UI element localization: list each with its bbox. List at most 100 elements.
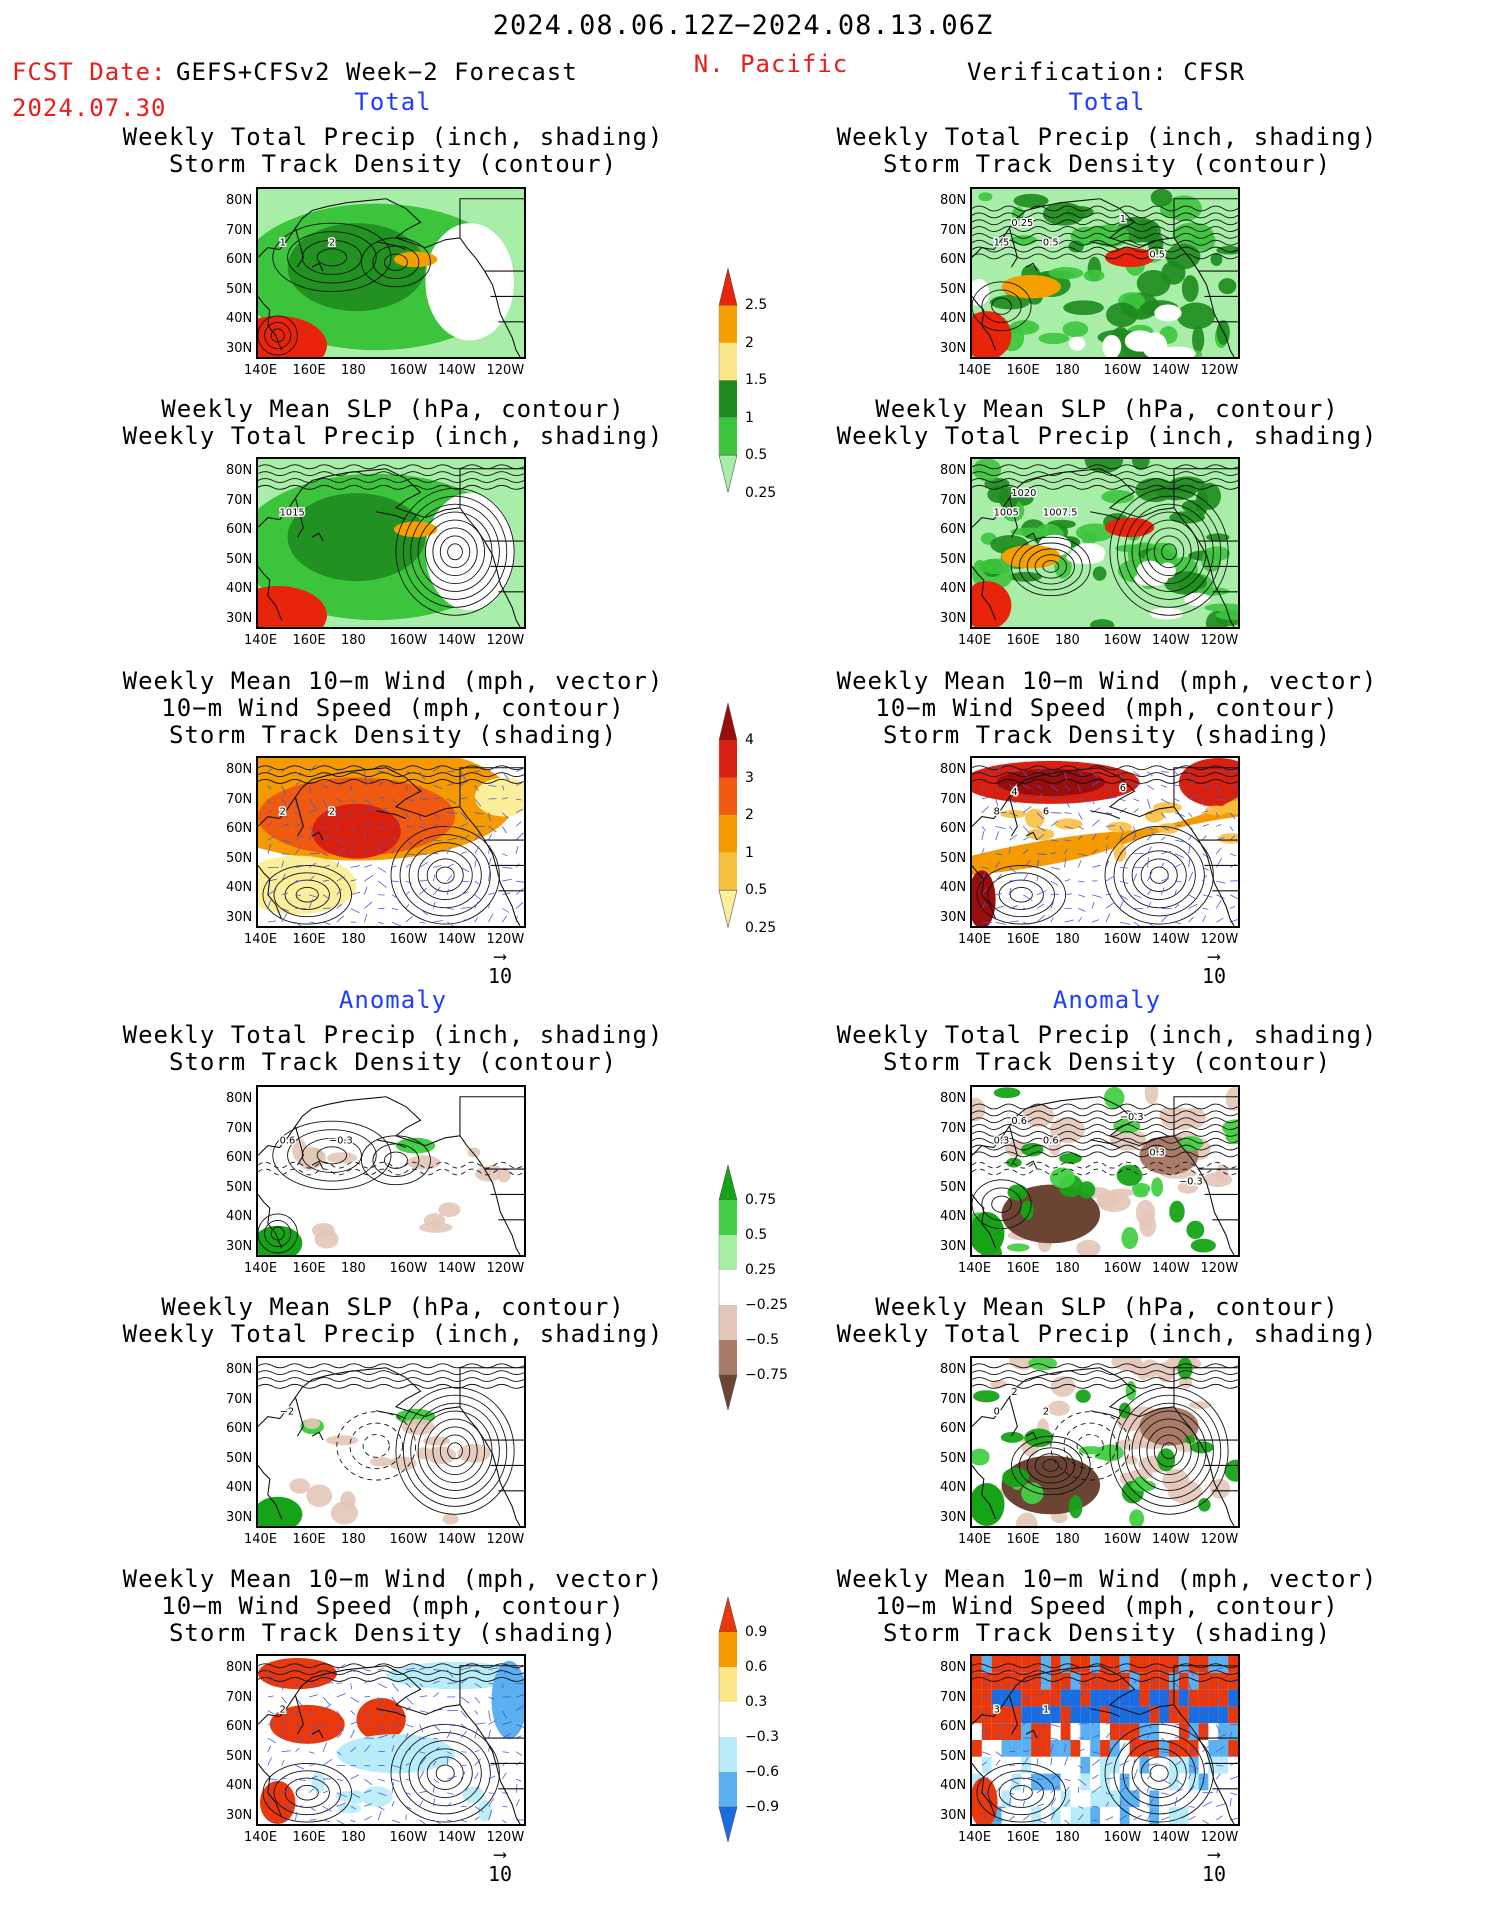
cfsr-anom-precip-map: 0.3 0.6 0.6 −0.3 0.3 −0.3 xyxy=(970,1085,1240,1257)
fcst-anom-wind-lat-tick: 70N xyxy=(226,1689,253,1705)
fcst-total-wind-lon-tick: 120W xyxy=(486,932,525,947)
fcst-anom-wind-lon-tick: 140W xyxy=(438,1830,476,1845)
fcst-anom-slp-lat-tick: 50N xyxy=(226,1450,253,1466)
fcst-total-slp-lat-tick: 40N xyxy=(226,581,253,596)
cfsr-total-slp-lon-tick: 160W xyxy=(1103,633,1142,648)
cfsr-anom-precip-lat-tick: 70N xyxy=(940,1120,967,1136)
fcst-total-wind-lat-tick: 50N xyxy=(226,850,253,866)
colorbar-precip-anom xyxy=(717,1155,747,1459)
fcst-total-precip-lon-tick: 140E xyxy=(244,363,278,378)
cfsr-anom-slp-lon-tick: 120W xyxy=(1200,1532,1239,1547)
fcst-anom-slp-contour-label-1: −2 xyxy=(280,1407,295,1418)
fcst-total-wind-lon-tick: 180 xyxy=(341,932,366,947)
colorbar-precip-total xyxy=(717,258,747,544)
fcst-anom-wind-lat-tick: 50N xyxy=(226,1748,253,1764)
cfsr-total-wind-lat-tick: 60N xyxy=(940,821,967,836)
cfsr-anom-slp-contour-label-2: 2 xyxy=(1043,1407,1049,1418)
cfsr-anom-precip-contour-label-6: −0.3 xyxy=(1179,1177,1203,1188)
fcst-anom-slp-lat-tick: 70N xyxy=(226,1391,253,1407)
fcst-anom-precip-lon-tick: 140W xyxy=(438,1261,476,1276)
section-anomaly-fcst: Anomaly xyxy=(338,986,448,1014)
fcst-anom-precip-lon-tick: 140E xyxy=(244,1261,278,1276)
fcst-total-precip-lat-tick: 40N xyxy=(226,311,253,326)
cfsr-total-precip-lat-tick: 40N xyxy=(940,311,967,326)
cfsr-total-wind-lon-tick: 140W xyxy=(1152,932,1190,947)
fcst-anom-slp-lon-tick: 160E xyxy=(292,1532,326,1547)
cfsr-anom-slp-lat-tick: 80N xyxy=(940,1362,967,1377)
cfsr-total-wind-contour-label-3: 4 xyxy=(1011,787,1017,798)
fcst-total-slp-lon-tick: 140E xyxy=(244,633,278,648)
cfsr-total-wind-contour-label-1: 8 xyxy=(994,807,1000,818)
cfsr-anom-wind-lat-tick: 70N xyxy=(940,1689,967,1705)
cfsr-total-slp-title-line-1: Weekly Mean SLP (hPa, contour) xyxy=(875,395,1339,423)
cfsr-total-precip-contour-label-5: 0.5 xyxy=(1149,249,1165,260)
fcst-anom-precip-lon-tick: 160E xyxy=(292,1261,326,1276)
fcst-anom-precip-title-line-2: Storm Track Density (contour) xyxy=(168,1048,618,1076)
fcst-anom-wind-lon-tick: 160W xyxy=(389,1830,428,1845)
cfsr-anom-wind-contour-label-2: 1 xyxy=(1043,1705,1049,1716)
colorbar-track-anom-label: −0.6 xyxy=(745,1764,779,1780)
cfsr-anom-slp-lat-tick: 60N xyxy=(940,1421,967,1436)
cfsr-total-precip-title-line-1: Weekly Total Precip (inch, shading) xyxy=(836,123,1378,151)
fcst-total-slp-title-line-2: Weekly Total Precip (inch, shading) xyxy=(122,422,664,450)
cfsr-total-wind-title-line-2: 10−m Wind Speed (mph, contour) xyxy=(875,694,1339,722)
fcst-total-slp-contour-label-1: 1015 xyxy=(280,508,305,519)
cfsr-total-slp-lon-tick: 140E xyxy=(958,633,992,648)
fcst-total-precip-title-line-1: Weekly Total Precip (inch, shading) xyxy=(122,123,664,151)
cfsr-total-wind-lat-tick: 30N xyxy=(940,909,967,925)
fcst-anom-slp-lat-tick: 30N xyxy=(226,1509,253,1525)
fcst-anom-precip-contour-label-2: −0.3 xyxy=(329,1136,353,1147)
cfsr-anom-precip-lon-tick: 120W xyxy=(1200,1261,1239,1276)
cfsr-anom-slp-contour-label-1: 0 xyxy=(994,1407,1000,1418)
fcst-total-wind-lon-tick: 140E xyxy=(244,932,278,947)
fcst-date-value: 2024.07.30 xyxy=(12,94,167,122)
cfsr-total-wind-title-line-1: Weekly Mean 10−m Wind (mph, vector) xyxy=(836,667,1378,695)
cfsr-anom-slp-title-line-2: Weekly Total Precip (inch, shading) xyxy=(836,1320,1378,1348)
fcst-total-slp-lon-tick: 140W xyxy=(438,633,476,648)
cfsr-anom-wind-lat-tick: 60N xyxy=(940,1719,967,1734)
cfsr-total-precip-title-line-2: Storm Track Density (contour) xyxy=(882,150,1332,178)
fcst-total-precip-title-line-2: Storm Track Density (contour) xyxy=(168,150,618,178)
fcst-total-wind-lat-tick: 40N xyxy=(226,880,253,895)
fcst-anom-precip-title-line-1: Weekly Total Precip (inch, shading) xyxy=(122,1021,664,1049)
fcst-anom-wind-lat-tick: 40N xyxy=(226,1778,253,1793)
cfsr-total-slp-lat-tick: 50N xyxy=(940,551,967,567)
cfsr-total-precip-lat-tick: 60N xyxy=(940,252,967,267)
fcst-total-slp-lat-tick: 80N xyxy=(226,463,253,478)
cfsr-total-slp-title-line-2: Weekly Total Precip (inch, shading) xyxy=(836,422,1378,450)
fcst-total-wind-lon-tick: 140W xyxy=(438,932,476,947)
cfsr-total-precip-lat-tick: 50N xyxy=(940,281,967,297)
colorbar-track-total-label: 0.25 xyxy=(745,919,777,936)
cfsr-anom-precip-lon-tick: 140W xyxy=(1152,1261,1190,1276)
fcst-anom-wind-title-line-1: Weekly Mean 10−m Wind (mph, vector) xyxy=(122,1565,664,1593)
cfsr-anom-wind-vector-scale: ⟶ 10 xyxy=(1202,1846,1226,1887)
fcst-anom-slp-title-line-2: Weekly Total Precip (inch, shading) xyxy=(122,1320,664,1348)
fcst-anom-wind-lat-tick: 60N xyxy=(226,1719,253,1734)
colorbar-precip-total-label: 0.25 xyxy=(745,484,777,501)
cfsr-anom-wind-lon-tick: 180 xyxy=(1055,1830,1080,1845)
cfsr-total-precip-lat-tick: 30N xyxy=(940,340,967,356)
cfsr-total-slp-lat-tick: 40N xyxy=(940,581,967,596)
colorbar-track-total xyxy=(717,693,747,979)
cfsr-total-precip-lat-tick: 70N xyxy=(940,222,967,238)
cfsr-total-slp-lon-tick: 120W xyxy=(1200,633,1239,648)
cfsr-anom-precip-title-line-1: Weekly Total Precip (inch, shading) xyxy=(836,1021,1378,1049)
fcst-total-slp-lon-tick: 160W xyxy=(389,633,428,648)
colorbar-track-anom-label: −0.3 xyxy=(745,1729,779,1745)
cfsr-anom-slp-lon-tick: 140E xyxy=(958,1532,992,1547)
cfsr-total-slp-lat-tick: 80N xyxy=(940,463,967,478)
vector-scale-arrow-icon: ⟶ xyxy=(494,946,506,967)
fcst-anom-precip-lat-tick: 50N xyxy=(226,1179,253,1195)
fcst-total-wind-contour-label-2: 2 xyxy=(329,807,335,818)
fcst-anom-precip-lon-tick: 180 xyxy=(341,1261,366,1276)
fcst-total-wind-lat-tick: 70N xyxy=(226,791,253,807)
fcst-total-wind-vector-scale: ⟶ 10 xyxy=(488,946,512,989)
cfsr-total-precip-lon-tick: 180 xyxy=(1055,363,1080,378)
fcst-total-precip-lon-tick: 160W xyxy=(389,363,428,378)
cfsr-total-wind-lon-tick: 180 xyxy=(1055,932,1080,947)
cfsr-total-slp-map: 1005 1007.5 1020 xyxy=(970,457,1240,629)
verification-label: Verification: CFSR xyxy=(966,58,1246,86)
fcst-total-wind-lat-tick: 60N xyxy=(226,821,253,836)
cfsr-total-precip-contour-label-2: 0.5 xyxy=(1043,238,1059,249)
date-range-title: 2024.08.06.12Z−2024.08.13.06Z xyxy=(492,10,994,41)
